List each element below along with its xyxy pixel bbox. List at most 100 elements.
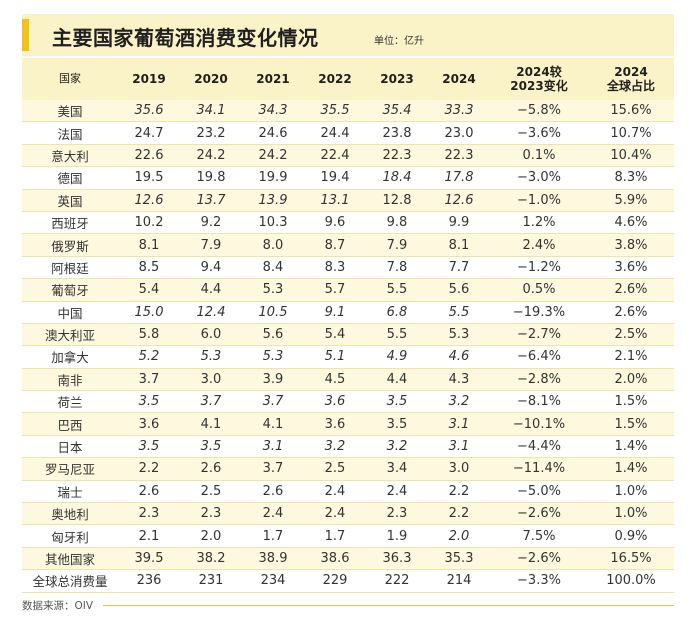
change-cell: −2.7% [490,323,588,347]
change-cell: 7.5% [490,524,588,548]
value-cell: 3.5 [118,435,180,459]
value-cell: 6.0 [180,323,242,347]
value-cell: 19.4 [304,166,366,190]
header-country: 国家 [59,72,81,85]
value-cell: 2.3 [366,502,428,526]
value-cell: 8.1 [428,233,490,257]
change-cell: −1.2% [490,256,588,280]
value-cell: 23.0 [428,121,490,145]
share-cell: 16.5% [588,547,674,571]
table-header-row: 国家 2019 2020 2021 2022 2023 2024 2024较 2… [22,58,674,100]
change-cell: −3.0% [490,166,588,190]
value-cell: 24.2 [180,144,242,168]
table-row: 奥地利 2.3 2.3 2.4 2.4 2.3 2.2 −2.6% 1.0% [22,502,674,526]
value-cell: 12.6 [428,189,490,212]
country-cell: 俄罗斯 [22,233,118,257]
value-cell: 22.3 [366,144,428,168]
value-cell: 3.9 [242,368,304,392]
change-cell: −1.0% [490,189,588,212]
table-row: 匈牙利 2.1 2.0 1.7 1.7 1.9 2.0 7.5% 0.9% [22,524,674,548]
value-cell: 1.7 [304,524,366,548]
share-cell: 1.5% [588,412,674,436]
value-cell: 24.7 [118,121,180,145]
table-row: 荷兰 3.5 3.7 3.7 3.6 3.5 3.2 −8.1% 1.5% [22,390,674,414]
table-row: 美国 35.6 34.1 34.3 35.5 35.4 33.3 −5.8% 15.6% [22,100,674,123]
value-cell: 22.3 [428,144,490,168]
value-cell: 2.2 [428,502,490,526]
table-row: 中国 15.0 12.4 10.5 9.1 6.8 5.5 −19.3% 2.6% [22,301,674,324]
value-cell: 229 [304,569,366,593]
share-cell: 0.9% [588,524,674,548]
header-change-line1: 2024较 [516,65,562,79]
value-cell: 4.3 [428,368,490,392]
wine-consumption-table: 国家 2019 2020 2021 2022 2023 2024 2024较 2… [22,58,674,593]
value-cell: 3.1 [428,412,490,436]
value-cell: 2.3 [118,502,180,526]
table-row: 日本 3.5 3.5 3.1 3.2 3.2 3.1 −4.4% 1.4% [22,435,674,459]
value-cell: 15.0 [118,301,180,324]
value-cell: 2.2 [118,457,180,481]
value-cell: 2.4 [304,502,366,526]
value-cell: 5.1 [304,345,366,369]
change-cell: −3.6% [490,121,588,145]
value-cell: 17.8 [428,166,490,190]
value-cell: 2.6 [242,480,304,504]
country-cell: 其他国家 [22,547,118,571]
value-cell: 9.1 [304,301,366,324]
value-cell: 3.0 [180,368,242,392]
unit-label: 单位：亿升 [374,36,424,47]
value-cell: 231 [180,569,242,593]
value-cell: 2.5 [304,457,366,481]
value-cell: 7.9 [180,233,242,257]
value-cell: 3.2 [304,435,366,459]
country-cell: 罗马尼亚 [22,457,118,481]
value-cell: 8.5 [118,256,180,280]
value-cell: 2.6 [118,480,180,504]
value-cell: 4.9 [366,345,428,369]
country-cell: 英国 [22,189,118,212]
value-cell: 39.5 [118,547,180,571]
header-2023: 2023 [380,72,414,86]
change-cell: −5.8% [490,100,588,123]
country-cell: 全球总消费量 [22,569,118,593]
change-cell: −10.1% [490,412,588,436]
country-cell: 加拿大 [22,345,118,369]
share-cell: 10.4% [588,144,674,168]
value-cell: 9.8 [366,211,428,235]
value-cell: 5.7 [304,278,366,302]
change-cell: −11.4% [490,457,588,481]
value-cell: 8.1 [118,233,180,257]
value-cell: 2.0 [428,524,490,548]
value-cell: 5.8 [118,323,180,347]
value-cell: 3.1 [242,435,304,459]
value-cell: 3.2 [366,435,428,459]
value-cell: 13.7 [180,189,242,212]
change-cell: −8.1% [490,390,588,414]
table-row: 其他国家 39.5 38.2 38.9 38.6 36.3 35.3 −2.6% 16.5% [22,547,674,571]
value-cell: 3.7 [242,390,304,414]
share-cell: 1.4% [588,435,674,459]
table-body: 美国 35.6 34.1 34.3 35.5 35.4 33.3 −5.8% 15.6% 法国 24… [22,100,674,593]
value-cell: 5.4 [304,323,366,347]
value-cell: 38.2 [180,547,242,571]
table-row: 罗马尼亚 2.2 2.6 3.7 2.5 3.4 3.0 −11.4% 1.4% [22,457,674,481]
value-cell: 4.4 [180,278,242,302]
change-cell: 0.5% [490,278,588,302]
value-cell: 24.4 [304,121,366,145]
change-cell: −4.4% [490,435,588,459]
title-accent-bar [22,19,29,51]
share-cell: 2.6% [588,301,674,324]
value-cell: 3.5 [118,390,180,414]
country-cell: 德国 [22,166,118,190]
header-2021: 2021 [256,72,290,86]
value-cell: 9.2 [180,211,242,235]
value-cell: 22.6 [118,144,180,168]
change-cell: −19.3% [490,301,588,324]
value-cell: 8.3 [304,256,366,280]
value-cell: 5.3 [428,323,490,347]
table-row: 阿根廷 8.5 9.4 8.4 8.3 7.8 7.7 −1.2% 3.6% [22,256,674,280]
value-cell: 19.8 [180,166,242,190]
value-cell: 8.0 [242,233,304,257]
value-cell: 13.9 [242,189,304,212]
share-cell: 4.6% [588,211,674,235]
